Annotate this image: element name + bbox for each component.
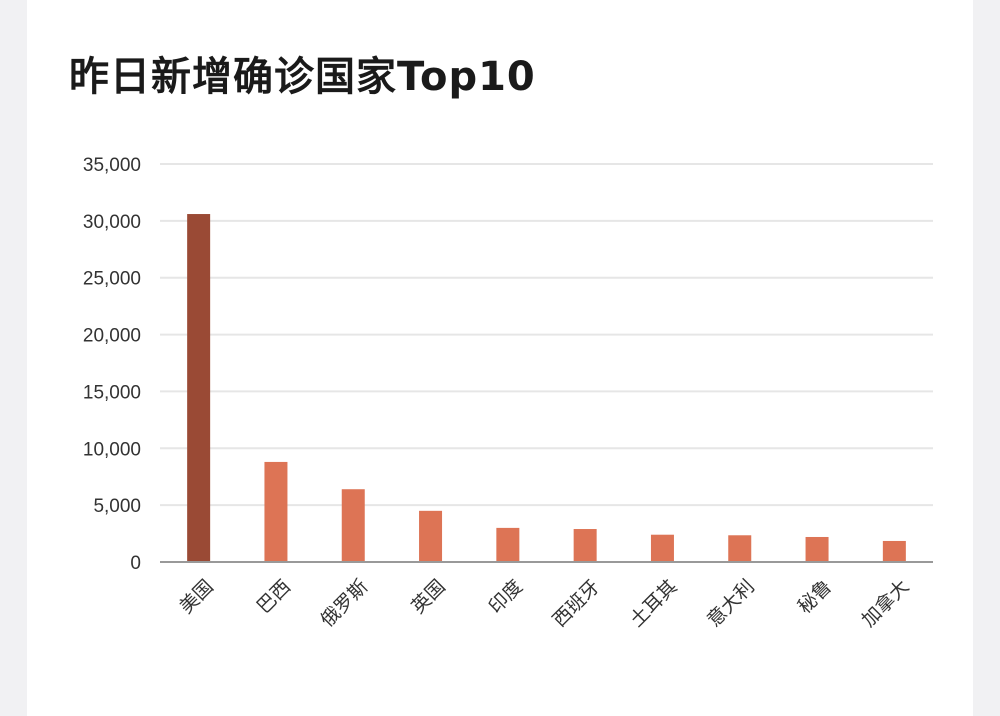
y-tick-label: 5,000 — [93, 496, 141, 517]
x-tick-label: 俄罗斯 — [317, 576, 373, 632]
x-tick-label: 加拿大 — [857, 575, 914, 632]
x-axis-labels: 美国 巴西 俄罗斯 英国 印度 西班牙 土耳其 意大利 秘鲁 加拿大 — [175, 575, 913, 632]
y-tick-label: 20,000 — [83, 326, 141, 347]
bar — [341, 489, 365, 562]
x-tick-label: 意大利 — [703, 576, 759, 632]
bar — [264, 461, 288, 562]
x-tick-label: 西班牙 — [548, 576, 604, 632]
x-tick-label: 秘鲁 — [794, 576, 836, 618]
grid-lines — [160, 163, 933, 507]
bar — [728, 535, 752, 562]
y-tick-label: 15,000 — [83, 382, 141, 403]
x-tick-label: 印度 — [485, 576, 527, 618]
x-tick-label: 英国 — [407, 576, 449, 618]
y-axis-ticks: 0 5,000 10,000 15,000 20,000 25,000 30,000 35,0… — [83, 155, 141, 574]
chart-title: 昨日新增确诊国家Top10 — [69, 54, 536, 100]
y-tick-label: 25,000 — [83, 269, 141, 290]
y-tick-label: 10,000 — [83, 439, 141, 460]
x-tick-label: 土耳其 — [626, 576, 682, 632]
bars — [187, 214, 906, 562]
chart-card: 昨日新增确诊国家Top10 0 5,000 10,000 15,000 20,000 25… — [27, 0, 973, 716]
bar — [419, 510, 443, 562]
bar — [805, 536, 829, 562]
bar — [573, 529, 597, 562]
y-tick-label: 30,000 — [83, 212, 141, 233]
bar — [882, 540, 906, 562]
y-tick-label: 0 — [130, 553, 141, 574]
bar-chart: 0 5,000 10,000 15,000 20,000 25,000 30,000 35,0… — [83, 155, 933, 632]
x-tick-label: 巴西 — [253, 576, 295, 618]
bar — [650, 534, 674, 562]
x-tick-label: 美国 — [175, 576, 217, 618]
bar — [187, 214, 211, 562]
bar — [496, 527, 520, 562]
y-tick-label: 35,000 — [83, 155, 141, 176]
